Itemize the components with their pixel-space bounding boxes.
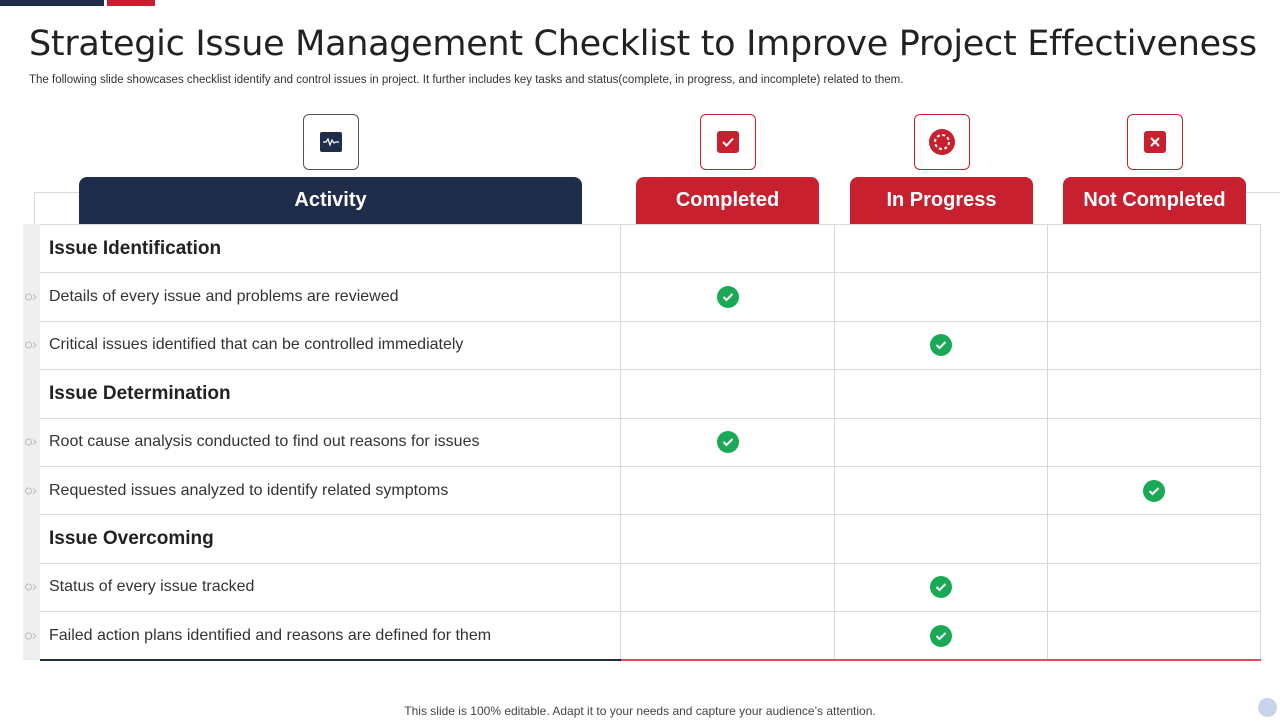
not-completed-cell [1048, 467, 1261, 515]
activity-cell: Root cause analysis conducted to find ou… [25, 418, 621, 466]
activity-cell: Issue Determination [40, 370, 621, 418]
column-header-in-progress: In Progress [850, 177, 1033, 224]
activity-label: Details of every issue and problems are … [49, 288, 399, 306]
not-completed-cell [1048, 321, 1261, 370]
close-box-icon [1144, 131, 1166, 153]
in-progress-cell [835, 612, 1048, 660]
column-header-completed: Completed [636, 177, 819, 224]
bullet-icon [25, 487, 37, 495]
check-icon [930, 334, 952, 357]
in-progress-cell [835, 273, 1048, 321]
activity-icon-box [303, 114, 359, 170]
page-subtitle: The following slide showcases checklist … [29, 74, 904, 86]
activity-cell: Status of every issue tracked [25, 563, 621, 612]
section-row: Issue Determination [40, 369, 1261, 418]
not-completed-cell [1048, 515, 1261, 563]
completed-cell [621, 225, 835, 273]
checklist-table: Issue Identification Details of every iss… [25, 224, 1261, 660]
table-bottom-border-navy [40, 659, 621, 661]
completed-cell [621, 418, 835, 466]
table-bottom-border-red [621, 659, 1261, 661]
completed-cell [621, 515, 835, 563]
activity-label: Requested issues analyzed to identify re… [49, 481, 449, 499]
completed-cell [621, 321, 835, 370]
completed-cell [621, 273, 835, 321]
corner-dot [1258, 698, 1277, 717]
bullet-icon [25, 293, 37, 301]
progress-circle-icon [929, 129, 955, 155]
bullet-icon [25, 583, 37, 591]
check-icon [716, 286, 739, 309]
section-heading: Issue Overcoming [49, 528, 214, 550]
checkbox-checked-icon [717, 131, 739, 153]
activity-cell: Details of every issue and problems are … [25, 273, 621, 321]
activity-label: Critical issues identified that can be c… [49, 336, 464, 354]
accent-bar-navy [0, 0, 104, 6]
not-completed-cell [1048, 418, 1261, 466]
activity-cell: Critical issues identified that can be c… [25, 321, 621, 370]
in-progress-cell [835, 321, 1048, 370]
not-completed-cell [1048, 563, 1261, 612]
not-completed-icon-box [1127, 114, 1183, 170]
waveform-monitor-icon [320, 132, 342, 152]
activity-label: Status of every issue tracked [49, 578, 255, 596]
bullet-icon [25, 632, 37, 640]
section-heading: Issue Determination [49, 382, 231, 404]
activity-cell: Failed action plans identified and reaso… [25, 612, 621, 660]
bullet-icon [25, 438, 37, 446]
activity-cell: Requested issues analyzed to identify re… [25, 467, 621, 515]
completed-cell [621, 467, 835, 515]
activity-cell: Issue Identification [40, 225, 621, 273]
header-outline-left-edge [34, 192, 35, 224]
table-row: Status of every issue tracked [25, 562, 1261, 612]
page-title: Strategic Issue Management Checklist to … [29, 24, 1257, 64]
accent-bar-red [107, 0, 155, 6]
in-progress-cell [835, 225, 1048, 273]
in-progress-cell [835, 515, 1048, 563]
table-row: Details of every issue and problems are … [25, 272, 1261, 321]
check-icon [1143, 479, 1165, 502]
in-progress-cell [835, 467, 1048, 515]
table-row: Requested issues analyzed to identify re… [25, 466, 1261, 515]
check-icon [930, 624, 952, 647]
not-completed-cell [1048, 612, 1261, 660]
bullet-icon [25, 341, 37, 349]
activity-label: Failed action plans identified and reaso… [49, 626, 492, 644]
activity-label: Root cause analysis conducted to find ou… [49, 433, 480, 451]
header-outline-right [1246, 192, 1280, 193]
section-row: Issue Overcoming [40, 514, 1261, 563]
not-completed-cell [1048, 225, 1261, 273]
in-progress-cell [835, 370, 1048, 418]
footer-note: This slide is 100% editable. Adapt it to… [404, 704, 876, 718]
section-heading: Issue Identification [49, 237, 222, 259]
completed-cell [621, 612, 835, 660]
table-row: Root cause analysis conducted to find ou… [25, 417, 1261, 466]
section-row: Issue Identification [40, 224, 1261, 273]
column-header-activity: Activity [79, 177, 582, 224]
column-header-not-completed: Not Completed [1063, 177, 1246, 224]
header-outline-left [34, 192, 79, 193]
table-row: Critical issues identified that can be c… [25, 320, 1261, 370]
table-row: Failed action plans identified and reaso… [25, 611, 1261, 660]
activity-cell: Issue Overcoming [40, 515, 621, 563]
in-progress-cell [835, 563, 1048, 612]
in-progress-cell [835, 418, 1048, 466]
not-completed-cell [1048, 273, 1261, 321]
completed-cell [621, 370, 835, 418]
not-completed-cell [1048, 370, 1261, 418]
check-icon [716, 431, 739, 454]
check-icon [930, 576, 952, 599]
completed-icon-box [700, 114, 756, 170]
completed-cell [621, 563, 835, 612]
in-progress-icon-box [914, 114, 970, 170]
